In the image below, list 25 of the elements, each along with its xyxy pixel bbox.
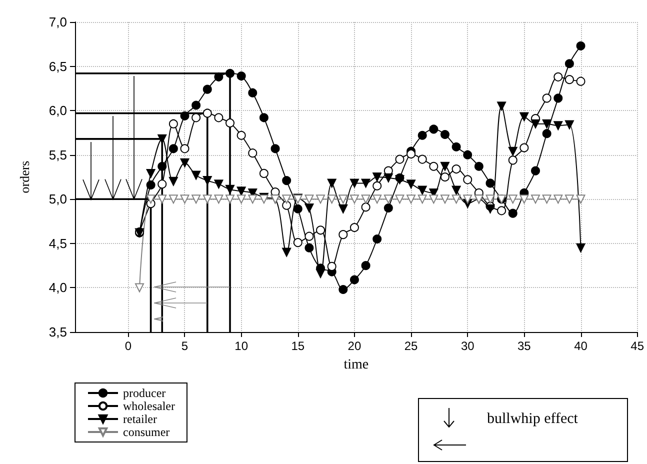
y-tick-label: 7,0 xyxy=(48,14,67,30)
y-tick-label: 4,5 xyxy=(48,236,67,251)
x-tick-label: 30 xyxy=(460,339,475,353)
text: bullwhip effect xyxy=(487,411,578,428)
x-tick-label: 20 xyxy=(348,339,362,353)
x-tick-label: 45 xyxy=(630,339,644,353)
legend-label: retailer xyxy=(123,412,157,426)
x-tick-label: 5 xyxy=(181,339,188,353)
y-tick-label: 3,5 xyxy=(48,324,67,340)
x-tick-label: 35 xyxy=(518,339,532,353)
x-tick-label: 25 xyxy=(404,339,418,353)
x-tick-label: 40 xyxy=(574,339,588,353)
y-tick-label: 5,5 xyxy=(48,147,67,162)
y-axis-title: orders xyxy=(17,160,32,194)
x-tick-label: 15 xyxy=(291,339,305,353)
x-tick-label: 10 xyxy=(234,339,248,353)
y-tick-label: 6,5 xyxy=(48,58,67,74)
y-tick-label: 6,0 xyxy=(48,103,67,118)
y-tick-label: 4,0 xyxy=(48,280,67,296)
x-axis-title: time xyxy=(344,358,369,372)
legend-label: consumer xyxy=(123,425,170,439)
y-tick-label: 5,0 xyxy=(48,192,67,207)
x-tick-label: 0 xyxy=(124,339,132,353)
legend-label: producer xyxy=(123,386,166,400)
legend-label: wholesaler xyxy=(123,399,175,413)
